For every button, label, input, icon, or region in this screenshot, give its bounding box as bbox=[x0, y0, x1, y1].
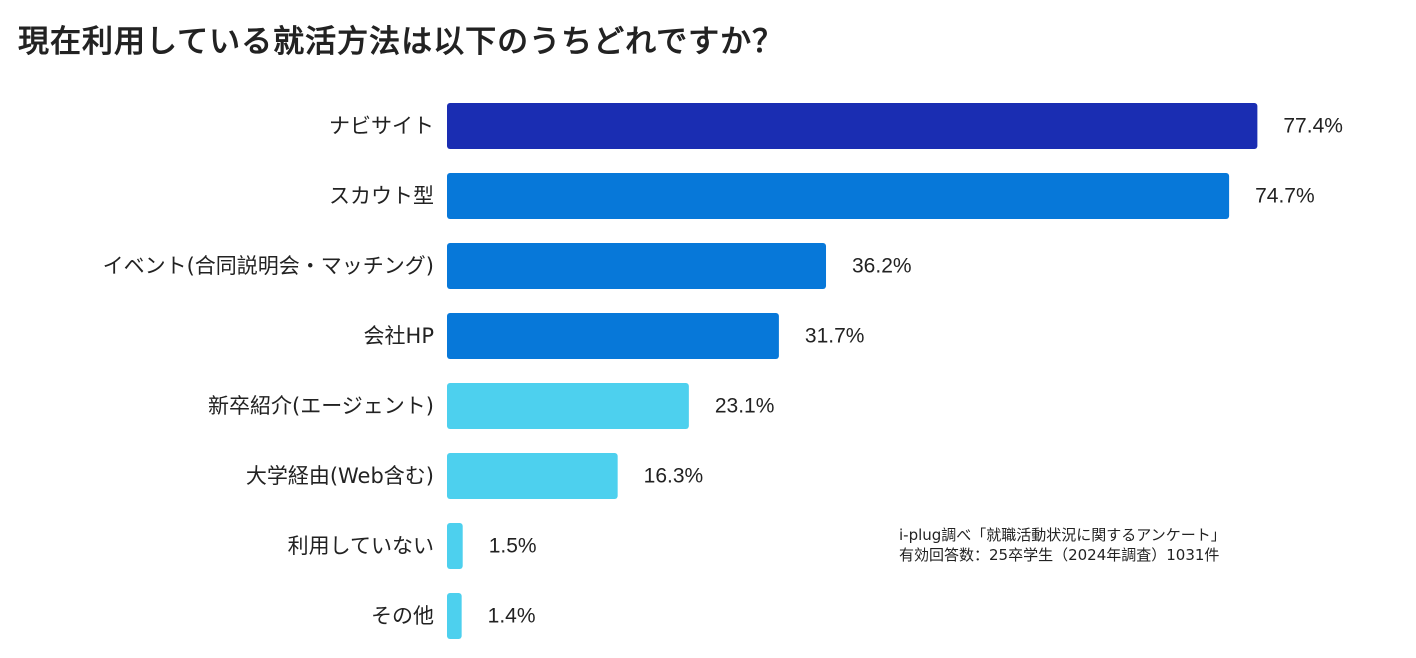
category-label-0: ナビサイト bbox=[329, 114, 434, 138]
category-label-4: 新卒紹介(エージェント) bbox=[208, 394, 434, 418]
category-label-6: 利用していない bbox=[288, 534, 434, 558]
value-label-3: 31.7% bbox=[805, 325, 865, 348]
category-label-3: 会社HP bbox=[364, 324, 434, 348]
bar-6 bbox=[447, 523, 463, 569]
source-line-2: 有効回答数：25卒学生（2024年調査）1031件 bbox=[899, 546, 1220, 564]
value-label-7: 1.4% bbox=[488, 605, 536, 628]
source-note: i-plug調べ「就職活動状況に関するアンケート」 有効回答数：25卒学生（20… bbox=[899, 525, 1226, 565]
category-label-5: 大学経由(Web含む) bbox=[246, 464, 434, 488]
value-label-2: 36.2% bbox=[852, 255, 912, 278]
category-label-7: その他 bbox=[371, 604, 434, 628]
value-label-6: 1.5% bbox=[489, 535, 537, 558]
bar-3 bbox=[447, 313, 779, 359]
value-label-0: 77.4% bbox=[1283, 115, 1343, 138]
bar-7 bbox=[447, 593, 462, 639]
bar-5 bbox=[447, 453, 618, 499]
bar-1 bbox=[447, 173, 1230, 219]
value-label-5: 16.3% bbox=[644, 465, 704, 488]
bar-4 bbox=[447, 383, 689, 429]
bar-0 bbox=[447, 103, 1258, 149]
value-label-1: 74.7% bbox=[1255, 185, 1315, 208]
chart-title: 現在利用している就活方法は以下のうちどれですか？ bbox=[18, 24, 785, 60]
category-label-2: イベント(合同説明会・マッチング) bbox=[103, 254, 434, 278]
category-label-1: スカウト型 bbox=[329, 184, 434, 208]
bar-2 bbox=[447, 243, 827, 289]
source-line-1: i-plug調べ「就職活動状況に関するアンケート」 bbox=[899, 526, 1226, 544]
value-label-4: 23.1% bbox=[715, 395, 775, 418]
